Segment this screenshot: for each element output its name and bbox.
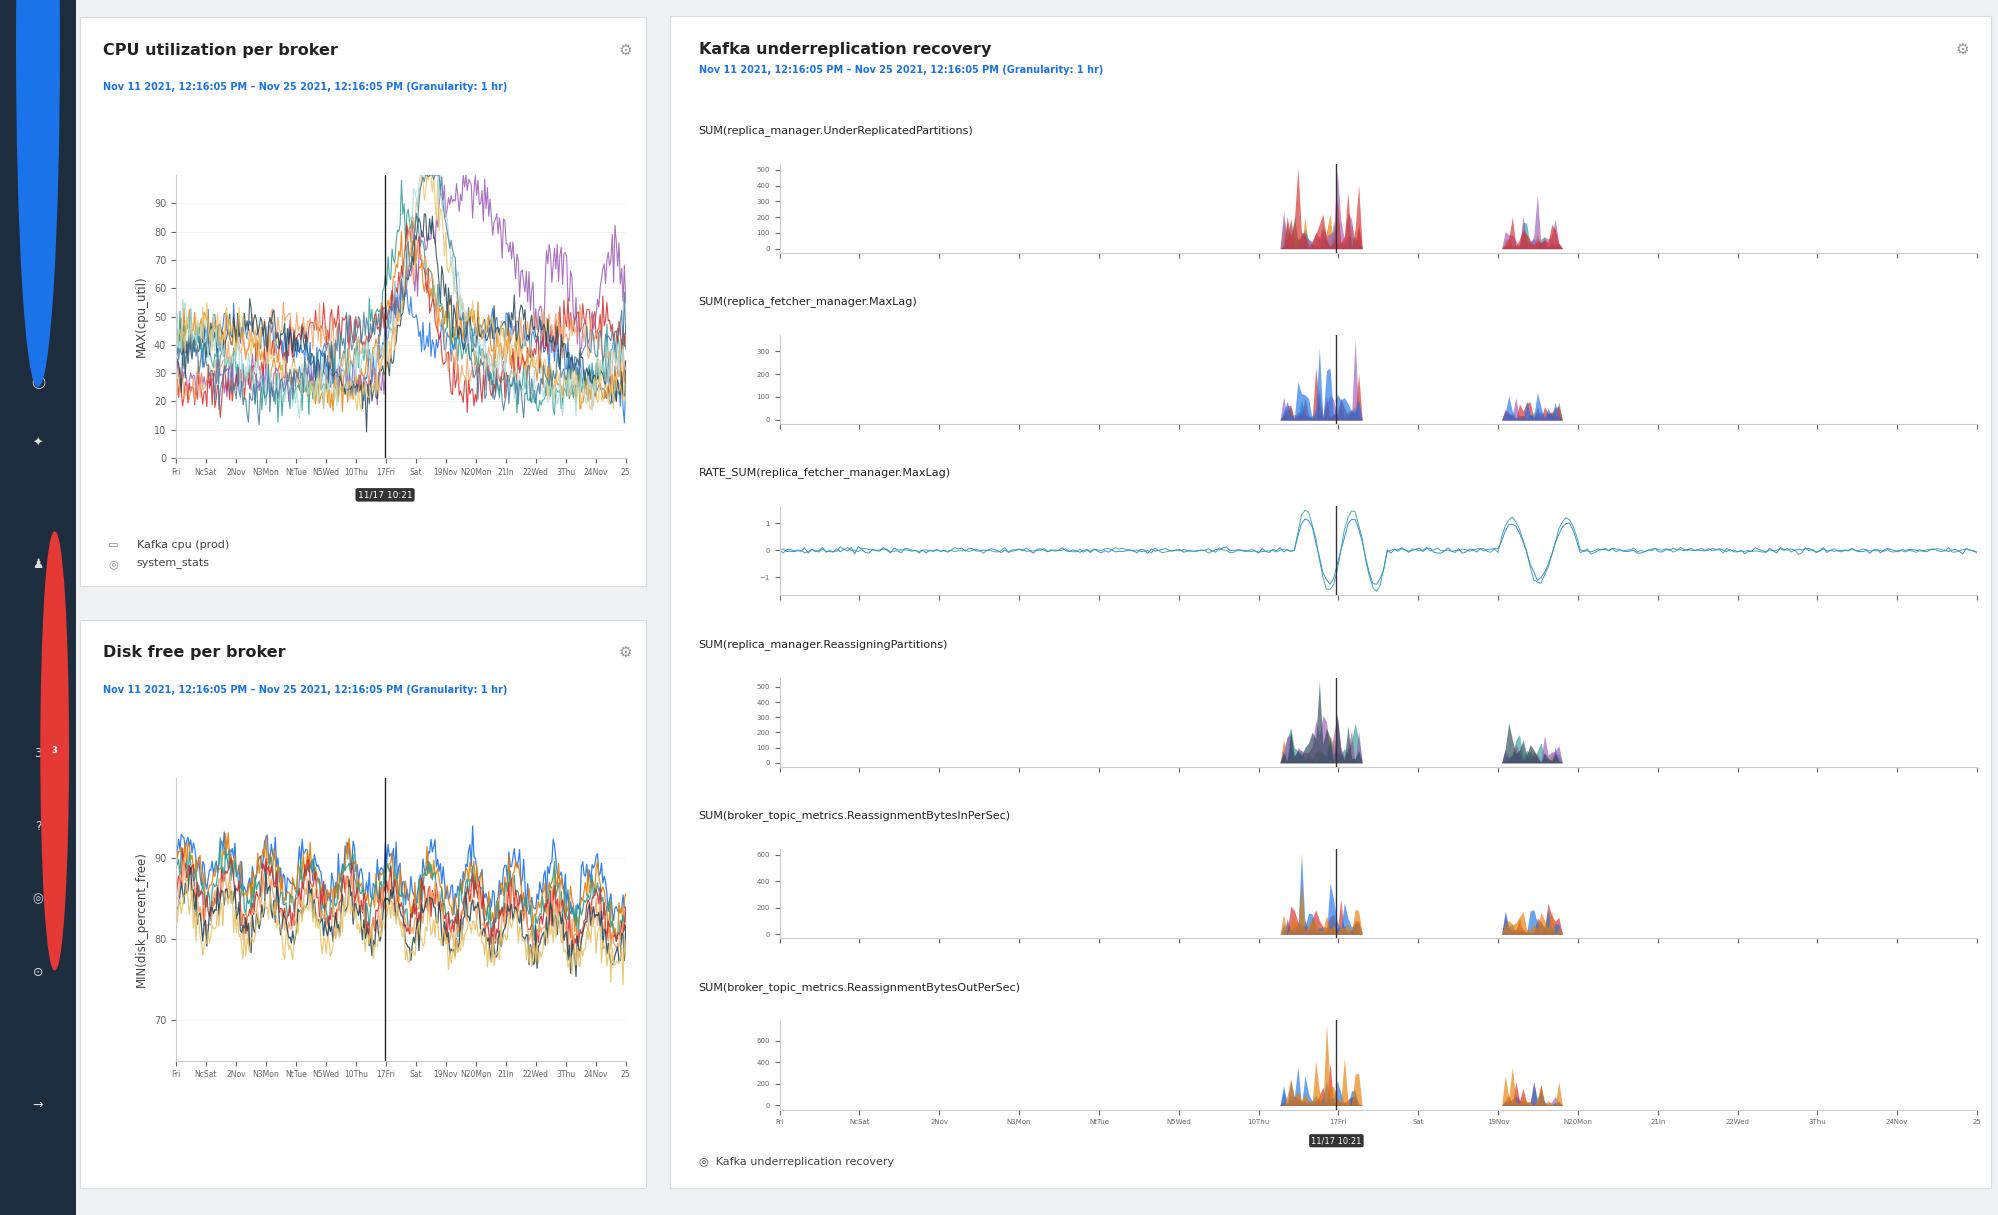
- Text: ⚙: ⚙: [619, 43, 633, 57]
- Text: ♟: ♟: [32, 559, 44, 571]
- Text: SUM(broker_topic_metrics.ReassignmentBytesInPerSec): SUM(broker_topic_metrics.ReassignmentByt…: [699, 810, 1011, 821]
- Text: 3: 3: [52, 746, 58, 756]
- Text: ⚙: ⚙: [619, 645, 633, 660]
- Text: SUM(broker_topic_metrics.ReassignmentBytesOutPerSec): SUM(broker_topic_metrics.ReassignmentByt…: [699, 982, 1021, 993]
- Circle shape: [16, 0, 60, 386]
- Text: Nov 11 2021, 12:16:05 PM – Nov 25 2021, 12:16:05 PM (Granularity: 1 hr): Nov 11 2021, 12:16:05 PM – Nov 25 2021, …: [102, 685, 507, 695]
- Text: ◎  Kafka underreplication recovery: ◎ Kafka underreplication recovery: [699, 1157, 893, 1168]
- Y-axis label: MIN(disk_percent_free): MIN(disk_percent_free): [136, 852, 148, 987]
- Text: ▭: ▭: [108, 539, 118, 549]
- Text: ◎: ◎: [108, 559, 118, 569]
- Text: ▣: ▣: [32, 255, 44, 267]
- Text: Disk free per broker: Disk free per broker: [102, 645, 286, 660]
- Text: ⚙: ⚙: [1954, 41, 1968, 57]
- Text: ●: ●: [32, 40, 44, 52]
- Text: 3: 3: [34, 747, 42, 759]
- Text: ✦: ✦: [32, 437, 44, 450]
- Text: 11/17 10:21: 11/17 10:21: [1311, 1136, 1361, 1146]
- Text: ◷: ◷: [32, 316, 44, 328]
- Text: ◻: ◻: [32, 194, 44, 207]
- Text: system_stats: system_stats: [136, 559, 210, 569]
- Text: SUM(replica_manager.ReassigningPartitions): SUM(replica_manager.ReassigningPartition…: [699, 639, 947, 650]
- Text: →: →: [32, 1100, 44, 1112]
- Text: Kafka underreplication recovery: Kafka underreplication recovery: [699, 41, 991, 57]
- Text: ?: ?: [34, 820, 42, 832]
- Text: CPU utilization per broker: CPU utilization per broker: [102, 43, 338, 57]
- Y-axis label: MAX(cpu_util): MAX(cpu_util): [136, 276, 148, 357]
- Text: ⊕: ⊕: [32, 134, 44, 146]
- Circle shape: [42, 532, 68, 970]
- Text: RATE_SUM(replica_fetcher_manager.MaxLag): RATE_SUM(replica_fetcher_manager.MaxLag): [699, 468, 951, 479]
- Text: SUM(replica_fetcher_manager.MaxLag): SUM(replica_fetcher_manager.MaxLag): [699, 296, 917, 307]
- Text: ◎: ◎: [32, 893, 44, 905]
- Text: SUM(replica_manager.UnderReplicatedPartitions): SUM(replica_manager.UnderReplicatedParti…: [699, 125, 973, 136]
- Text: 11/17 10:21: 11/17 10:21: [358, 491, 412, 499]
- Text: Kafka cpu (prod): Kafka cpu (prod): [136, 539, 228, 549]
- Text: Nov 11 2021, 12:16:05 PM – Nov 25 2021, 12:16:05 PM (Granularity: 1 hr): Nov 11 2021, 12:16:05 PM – Nov 25 2021, …: [102, 83, 507, 92]
- Text: ⊙: ⊙: [32, 966, 44, 978]
- Text: ◯: ◯: [30, 377, 46, 389]
- Text: Nov 11 2021, 12:16:05 PM – Nov 25 2021, 12:16:05 PM (Granularity: 1 hr): Nov 11 2021, 12:16:05 PM – Nov 25 2021, …: [699, 66, 1103, 75]
